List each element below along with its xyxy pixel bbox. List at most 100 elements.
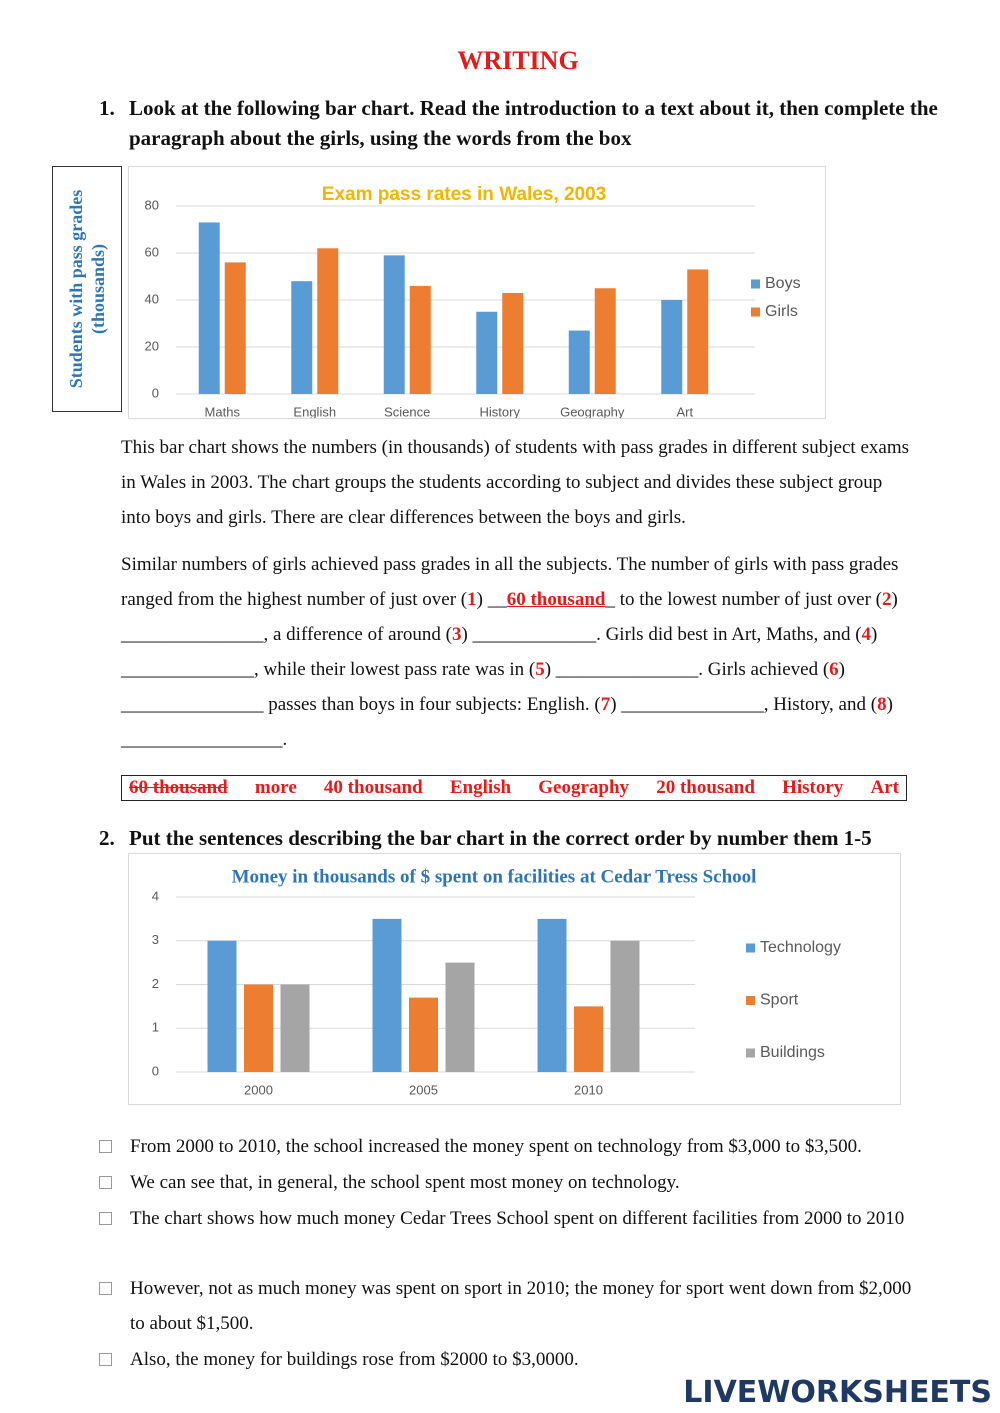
number-segment: 3 [452, 624, 462, 645]
sentence: However, not as much money was spent on … [130, 1278, 912, 1334]
legend-swatch [746, 943, 755, 953]
text-segment: ) _______________, History, and ( [610, 694, 878, 715]
x-tick-label: Science [384, 404, 430, 419]
text-segment: ) ______________, while their lowest pas… [121, 624, 878, 680]
bar [594, 288, 616, 394]
bar [687, 269, 709, 394]
checkbox [99, 1212, 112, 1225]
y-tick-label: 4 [152, 888, 159, 903]
checkbox [99, 1140, 112, 1153]
bar [317, 248, 339, 394]
sentence-item: Also, the money for buildings rose from … [99, 1342, 919, 1377]
legend-label: Technology [760, 939, 841, 956]
word: 60 thousand [129, 777, 228, 798]
word: 40 thousand [323, 777, 423, 798]
text-segment: _ to the lowest number of just over ( [605, 589, 882, 610]
sentence: The chart shows how much money Cedar Tre… [130, 1208, 905, 1229]
legend-label: Boys [765, 275, 801, 292]
bar [537, 918, 567, 1072]
y-tick-label: 3 [152, 932, 159, 947]
sentence-item: We can see that, in general, the school … [99, 1165, 919, 1200]
number-segment: 6 [829, 659, 839, 680]
bar [476, 311, 498, 394]
logo: LIVEWORKSHEETS [683, 1375, 992, 1410]
y-axis-label-box: Students with pass grades (thousands) [52, 166, 122, 412]
word: more [254, 777, 297, 798]
y-axis-label: Students with pass grades (thousands) [66, 189, 108, 389]
y-tick-label: 0 [152, 1063, 159, 1078]
bar [280, 984, 310, 1072]
chart: Exam pass rates in Wales, 2003 0 20 40 60 80 M… [128, 166, 826, 419]
legend-label: Girls [765, 303, 798, 320]
number-segment: 5 [535, 659, 545, 680]
number-segment: 1 [467, 589, 477, 610]
text-segment: ) __ [476, 589, 507, 610]
y-tick-label: 40 [145, 291, 159, 306]
x-tick-label: 2010 [574, 1082, 603, 1097]
task-instruction: Put the sentences describing the bar cha… [129, 826, 872, 850]
task-instruction: Look at the following bar chart. Read th… [129, 96, 938, 150]
intro-paragraph: This bar chart shows the numbers (in tho… [121, 437, 909, 528]
number-segment: 7 [600, 694, 611, 715]
task-2: 2. Put the sentences describing the bar … [99, 823, 959, 853]
answer-segment: 60 thousand [506, 589, 606, 610]
bar [244, 984, 273, 1072]
bar [502, 292, 524, 394]
text-segment: ) _____________. Girls did best in Art, … [461, 624, 862, 645]
word-box: 60 thousand more 40 thousand English Geograp… [121, 775, 907, 801]
word: History [782, 777, 844, 798]
bar [224, 262, 246, 394]
checkbox [99, 1282, 112, 1295]
checkbox [99, 1353, 112, 1366]
x-tick-label: Maths [205, 404, 241, 419]
legend-swatch [751, 307, 760, 317]
chart-title: Money in thousands of $ spent on facilit… [232, 866, 757, 887]
worksheet-title: WRITING [457, 46, 579, 75]
sentence: Also, the money for buildings rose from … [130, 1349, 579, 1370]
text-segment: ) _________________. [121, 694, 893, 750]
bar [409, 285, 431, 394]
text-segment: ) _______________, a difference of aroun… [121, 589, 898, 645]
y-tick-label: 1 [152, 1020, 159, 1035]
legend-label: Buildings [760, 1044, 825, 1061]
sentence-item: However, not as much money was spent on … [99, 1271, 919, 1341]
gap-paragraph: Similar numbers of girls achieved pass g… [121, 547, 916, 757]
y-tick-label: 80 [145, 197, 159, 212]
y-tick-label: 20 [145, 338, 159, 353]
sentence-item: The chart shows how much money Cedar Tre… [99, 1201, 919, 1236]
legend-label: Sport [760, 992, 799, 1009]
y-tick-label: 2 [152, 976, 159, 991]
bar [198, 222, 220, 394]
checkbox [99, 1176, 112, 1189]
bar [383, 255, 405, 394]
bar [661, 300, 683, 394]
chart-title: Exam pass rates in Wales, 2003 [322, 184, 606, 205]
sentence: We can see that, in general, the school … [130, 1172, 680, 1193]
word: English [449, 777, 512, 798]
word: Geography [538, 777, 630, 798]
y-tick-label: 60 [145, 244, 159, 259]
task-1: 1. Look at the following bar chart. Read… [99, 93, 949, 153]
number-segment: 4 [861, 624, 872, 645]
text-segment: Similar numbers of girls achieved pass g… [121, 554, 899, 610]
sentence-item: From 2000 to 2010, the school increased … [99, 1129, 919, 1164]
x-tick-label: Geography [560, 404, 625, 419]
bar [372, 918, 402, 1072]
word: Art [870, 777, 899, 798]
sentence: From 2000 to 2010, the school increased … [130, 1136, 862, 1157]
text-segment: ) _______________ passes than boys in fo… [121, 659, 845, 715]
bar [207, 940, 237, 1072]
x-tick-label: History [480, 404, 521, 419]
word: 20 thousand [656, 777, 755, 798]
legend-swatch [746, 996, 755, 1005]
bar [574, 1006, 603, 1072]
bar [568, 330, 590, 394]
task-number: 2. [99, 826, 115, 850]
x-tick-label: Art [676, 404, 693, 419]
chart: Money in thousands of $ spent on facilit… [128, 853, 901, 1105]
legend-swatch [751, 279, 760, 289]
task-number: 1. [99, 96, 115, 120]
bar [445, 962, 475, 1072]
x-tick-label: English [293, 404, 336, 419]
